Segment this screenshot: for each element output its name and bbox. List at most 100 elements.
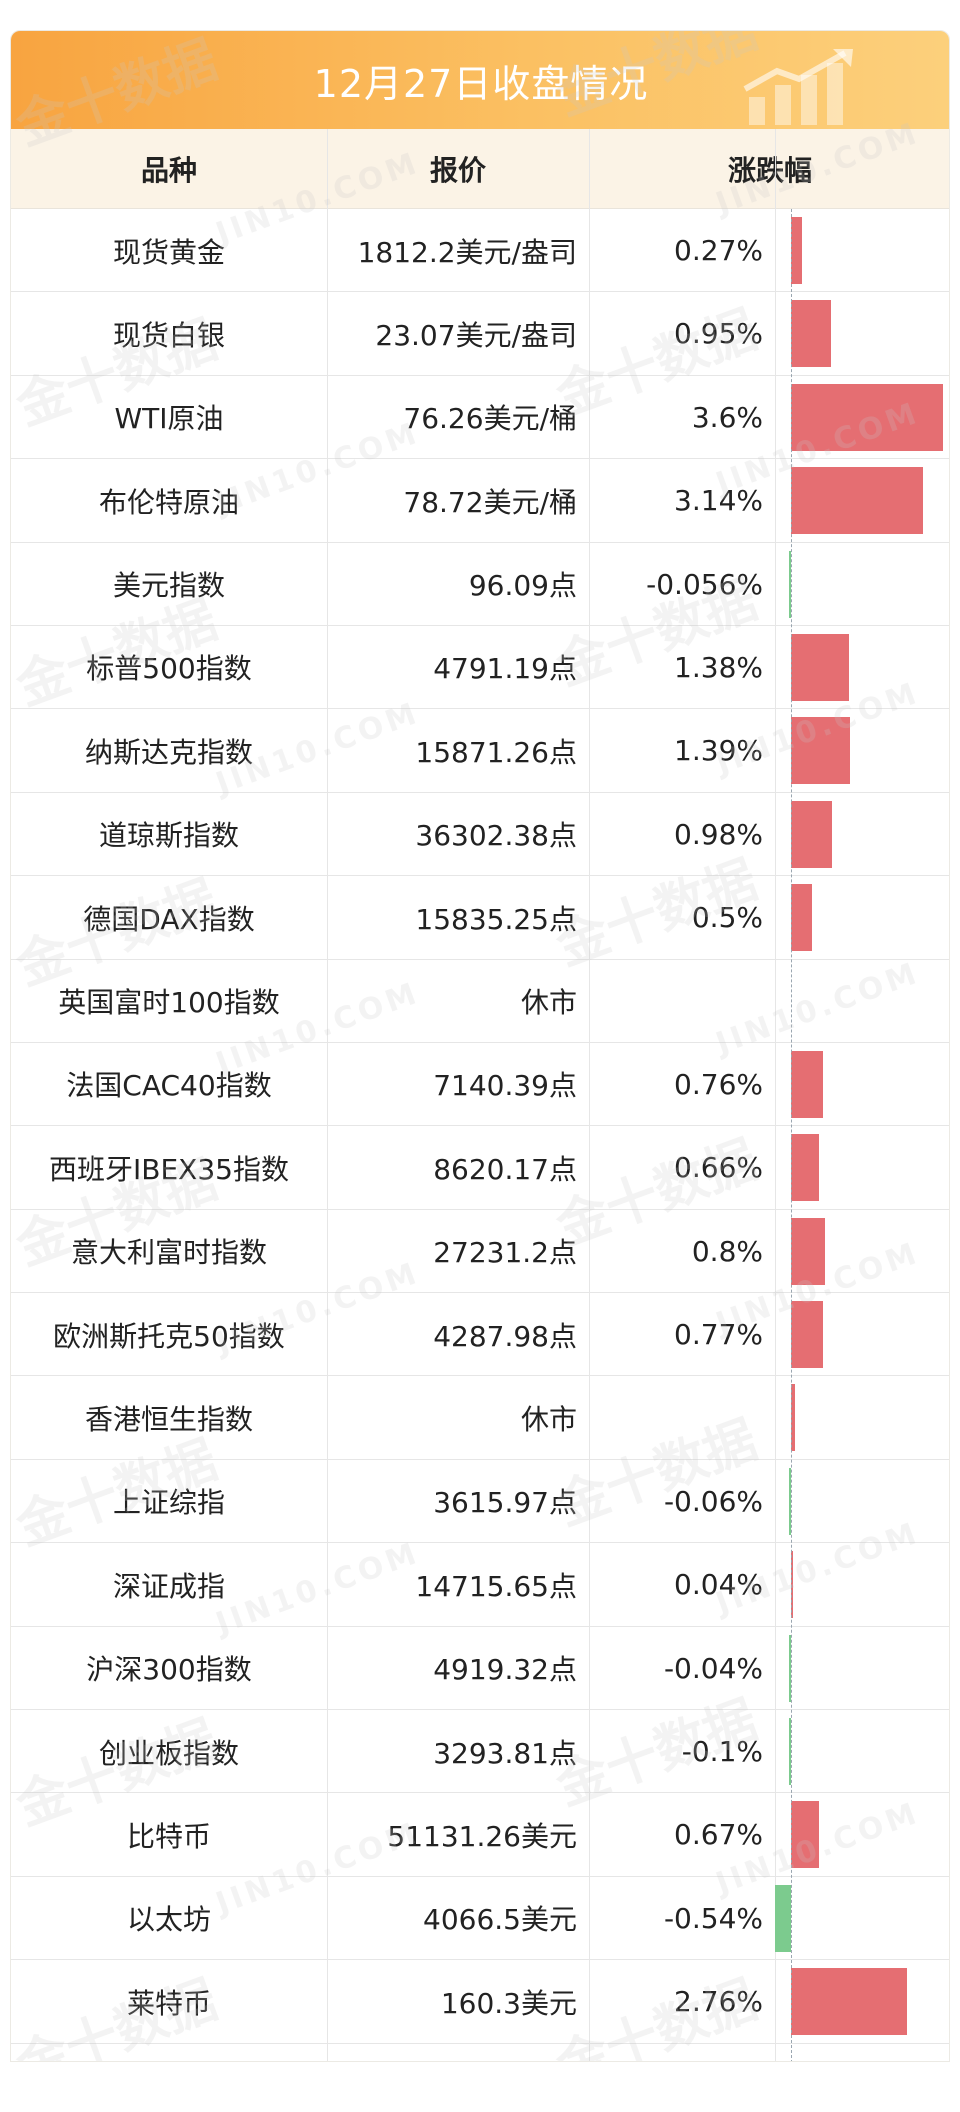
instrument-price: 78.72美元/桶: [403, 485, 577, 519]
change-bar: [791, 1551, 793, 1619]
instrument-price: 8620.17点: [433, 1152, 577, 1186]
change-bar-area: [775, 793, 949, 876]
instrument-price: 3293.81点: [433, 1736, 577, 1770]
instrument-price: 4919.32点: [433, 1653, 577, 1687]
change-bar: [791, 884, 813, 952]
table-row: 莱特币 160.3美元 2.76%: [11, 1960, 949, 2044]
instrument-name: 以太坊: [126, 1903, 211, 1937]
instrument-name: 标普500指数: [86, 652, 252, 686]
instrument-change: -0.04%: [663, 1651, 763, 1685]
table-row: 美元指数 96.09点 -0.056%: [11, 543, 949, 626]
change-bar-area: [775, 1710, 949, 1793]
change-bar: [791, 717, 850, 785]
change-bar-area: [775, 1793, 949, 1876]
instrument-price: 4287.98点: [433, 1319, 577, 1353]
instrument-price: 休市: [520, 1402, 577, 1436]
table-row: 比特币 51131.26美元 0.67%: [11, 1793, 949, 1877]
change-bar: [791, 467, 924, 535]
change-bar: [791, 1968, 908, 2036]
header-price: 报价: [429, 154, 486, 187]
title-bar: 12月27日收盘情况: [11, 31, 949, 129]
instrument-name: 比特币: [126, 1819, 211, 1853]
change-bar-area: [775, 1376, 949, 1459]
change-bar: [791, 383, 943, 451]
instrument-name: 美元指数: [112, 569, 225, 603]
change-bar-area: [775, 1210, 949, 1293]
change-bar-area: [775, 876, 949, 959]
instrument-price: 51131.26美元: [387, 1819, 577, 1853]
table-row: 纳斯达克指数 15871.26点 1.39%: [11, 709, 949, 793]
change-bar-area: [775, 1043, 949, 1126]
instrument-change: 0.5%: [691, 901, 763, 935]
change-bar-area: [775, 1126, 949, 1209]
change-bar-area: [775, 709, 949, 792]
instrument-change: [589, 960, 775, 1043]
change-bar: [791, 1801, 820, 1869]
instrument-change: -0.06%: [663, 1484, 763, 1518]
instrument-name: 德国DAX指数: [83, 902, 255, 936]
instrument-change: 3.6%: [691, 400, 763, 434]
instrument-price: 76.26美元/桶: [403, 402, 577, 436]
table-row: 现货白银 23.07美元/盎司 0.95%: [11, 292, 949, 376]
instrument-price: 15871.26点: [415, 735, 577, 769]
table-row: 布伦特原油 78.72美元/桶 3.14%: [11, 459, 949, 543]
zero-axis-line: [791, 209, 792, 2061]
instrument-change: -0.54%: [663, 1901, 763, 1935]
table-row: 意大利富时指数 27231.2点 0.8%: [11, 1210, 949, 1294]
instrument-change: -0.1%: [681, 1735, 763, 1769]
change-bar-area: [775, 1543, 949, 1626]
change-bar-area: [775, 209, 949, 292]
instrument-price: 14715.65点: [415, 1569, 577, 1603]
rising-bar-chart-icon: [743, 49, 853, 125]
instrument-name: WTI原油: [114, 402, 224, 436]
header-name: 品种: [140, 154, 197, 187]
instrument-price: 160.3美元: [440, 1986, 577, 2020]
change-bar-area: [775, 1627, 949, 1710]
instrument-change: 0.77%: [674, 1318, 763, 1352]
instrument-name: 法国CAC40指数: [66, 1069, 272, 1103]
change-bar: [791, 1134, 819, 1202]
column-divider: [327, 129, 328, 2061]
instrument-change: 0.8%: [691, 1234, 763, 1268]
table-row: 以太坊 4066.5美元 -0.54%: [11, 1877, 949, 1961]
instrument-price: 27231.2点: [433, 1236, 577, 1270]
page-title: 12月27日收盘情况: [313, 61, 649, 106]
instrument-change: 0.76%: [674, 1067, 763, 1101]
instrument-change: [589, 1376, 775, 1459]
instrument-name: 英国富时100指数: [58, 986, 280, 1020]
table-row: 德国DAX指数 15835.25点 0.5%: [11, 876, 949, 960]
change-bar-area: [775, 543, 949, 626]
instrument-name: 上证综指: [112, 1486, 225, 1520]
instrument-name: 香港恒生指数: [84, 1402, 253, 1436]
change-bar-area: [775, 459, 949, 542]
market-close-table: 12月27日收盘情况 品种 报价 涨跌幅 现货黄金 1812.2美元/盎司 0.27…: [10, 30, 950, 2062]
instrument-change: 3.14%: [674, 484, 763, 518]
instrument-price: 3615.97点: [433, 1486, 577, 1520]
instrument-price: 4791.19点: [433, 652, 577, 686]
table-row: 道琼斯指数 36302.38点 0.98%: [11, 793, 949, 877]
instrument-name: 现货白银: [112, 318, 225, 352]
instrument-name: 布伦特原油: [98, 485, 239, 519]
change-bar: [789, 1718, 791, 1786]
instrument-change: 0.04%: [674, 1568, 763, 1602]
column-divider: [589, 129, 590, 2061]
change-bar-area: [775, 960, 949, 1043]
change-bar-area: [775, 1877, 949, 1960]
table-row: 法国CAC40指数 7140.39点 0.76%: [11, 1043, 949, 1127]
instrument-price: 96.09点: [468, 569, 577, 603]
change-bar-area: [775, 1293, 949, 1376]
instrument-price: 23.07美元/盎司: [375, 318, 577, 352]
instrument-change: 1.39%: [674, 734, 763, 768]
instrument-name: 意大利富时指数: [70, 1236, 267, 1270]
instrument-price: 休市: [520, 986, 577, 1020]
instrument-price: 4066.5美元: [423, 1903, 577, 1937]
table-row: 西班牙IBEX35指数 8620.17点 0.66%: [11, 1126, 949, 1210]
change-bar: [791, 800, 833, 868]
change-bar-area: [775, 292, 949, 375]
change-bar: [789, 1467, 791, 1535]
change-bar: [791, 1301, 824, 1369]
instrument-change: -0.056%: [646, 567, 763, 601]
column-divider: [775, 129, 776, 2061]
table-row: 欧洲斯托克50指数 4287.98点 0.77%: [11, 1293, 949, 1377]
table-body: 现货黄金 1812.2美元/盎司 0.27% 现货白银 23.07美元/盎司 0.95% W…: [11, 209, 949, 2044]
